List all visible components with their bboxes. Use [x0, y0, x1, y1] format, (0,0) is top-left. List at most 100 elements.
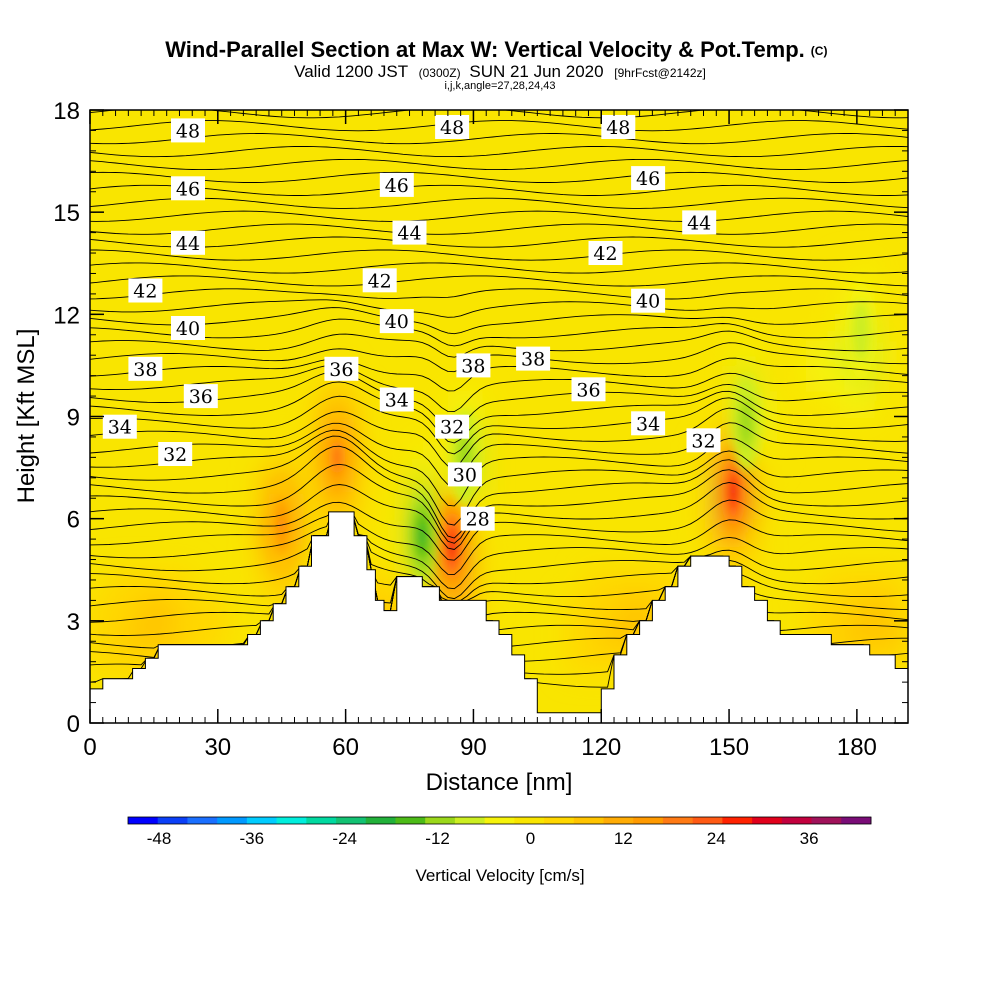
updraft-core [719, 443, 748, 540]
field-cell [805, 391, 824, 418]
theta-label-box [686, 428, 721, 453]
field-cell [90, 646, 108, 673]
field-cell [141, 569, 159, 596]
theta-contour [90, 407, 908, 468]
theta-label: 34 [102, 414, 137, 439]
field-cell [805, 365, 824, 392]
field-cell [584, 595, 602, 622]
theta-label: 28 [460, 506, 495, 531]
theta-label-text: 36 [329, 359, 353, 381]
field-cell [90, 595, 108, 622]
colorbar-tick-label: 24 [707, 829, 726, 848]
theta-label-box [392, 220, 427, 245]
theta-contour [90, 210, 908, 222]
field-cell [175, 595, 193, 622]
theta-label-text: 40 [385, 311, 409, 333]
field-cell [839, 620, 858, 647]
field-cell [873, 339, 892, 366]
theta-label-box [379, 172, 414, 197]
theta-contour [90, 307, 908, 335]
theta-label-text: 38 [521, 349, 545, 371]
colorbar-swatch [306, 817, 337, 824]
theta-label-text: 46 [385, 175, 409, 197]
theta-contour [90, 318, 908, 347]
theta-label: 32 [686, 428, 721, 453]
theta-label-box [588, 241, 623, 265]
theta-contour [90, 511, 908, 590]
field-cell [413, 467, 432, 494]
theta-label-box [379, 309, 414, 334]
theta-contour [90, 275, 908, 287]
theta-label-box [324, 356, 359, 381]
theta-label: 42 [362, 268, 397, 293]
colorbar-swatch [573, 817, 604, 824]
theta-contour [90, 357, 908, 392]
theta-contour [90, 120, 908, 132]
theta-label-box [435, 414, 470, 439]
colorbar-title: Vertical Velocity [cm/s] [415, 866, 584, 885]
field-cell [822, 339, 841, 366]
colorbar-swatch [365, 817, 396, 824]
theta-label: 38 [516, 346, 551, 371]
field-cell [567, 646, 585, 673]
theta-label: 46 [379, 172, 414, 197]
field-cell [158, 569, 176, 596]
theta-label-text: 48 [606, 117, 630, 139]
title-valid-line: Valid 1200 JST (0300Z) SUN 21 Jun 2020 [… [294, 62, 706, 81]
field-cell [805, 314, 824, 341]
field-cell [822, 391, 841, 418]
colorbar-tick-label: -24 [332, 829, 357, 848]
theta-label-box [183, 384, 218, 409]
field-cell [839, 391, 858, 418]
y-tick-label: 9 [67, 405, 80, 432]
colorbar-swatch [544, 817, 575, 824]
theta-label-box [447, 462, 482, 487]
core-level [462, 449, 468, 466]
field-cell [175, 569, 193, 596]
theta-contour [90, 511, 908, 576]
field-cell [311, 391, 330, 418]
theta-label: 40 [379, 309, 414, 334]
x-tick-label: 90 [460, 734, 487, 761]
theta-label-box [158, 442, 193, 466]
theta-label-box [171, 316, 205, 340]
field-cell [464, 544, 483, 571]
theta-contour [90, 499, 908, 561]
theta-label-text: 34 [108, 417, 132, 439]
y-tick-label: 0 [67, 711, 80, 738]
field-cell [856, 391, 875, 418]
y-tick-label: 12 [53, 302, 80, 329]
theta-label: 42 [128, 278, 163, 303]
field-cell [379, 569, 398, 596]
field-cell [873, 314, 892, 341]
theta-label-text: 32 [163, 444, 187, 466]
figure-title: Wind-Parallel Section at Max W: Vertical… [165, 37, 827, 92]
theta-label: 46 [171, 176, 205, 201]
theta-label-text: 48 [440, 117, 464, 139]
core-level [449, 537, 455, 554]
field-cell [703, 518, 722, 545]
field-cell [260, 569, 278, 596]
theta-contour [90, 197, 908, 209]
y-tick-label: 3 [67, 609, 80, 636]
theta-label-box [435, 115, 470, 139]
field-cell [873, 569, 892, 596]
theta-contour [90, 249, 908, 261]
field-cell [141, 595, 159, 622]
theta-contour [90, 133, 908, 145]
theta-label: 44 [171, 230, 205, 255]
field-cell [107, 646, 125, 673]
downdraft-core [732, 375, 761, 472]
field-cell [294, 518, 313, 545]
theta-label-text: 44 [687, 212, 711, 234]
field-cell [873, 365, 892, 392]
x-tick-label: 120 [581, 734, 621, 761]
theta-label-box [601, 115, 636, 139]
theta-label: 44 [392, 220, 427, 245]
field-cell [584, 646, 602, 673]
colorbar-swatch [692, 817, 723, 824]
theta-label: 38 [128, 356, 163, 381]
theta-contour [90, 445, 908, 539]
colorbar-tick-label: -12 [425, 829, 450, 848]
